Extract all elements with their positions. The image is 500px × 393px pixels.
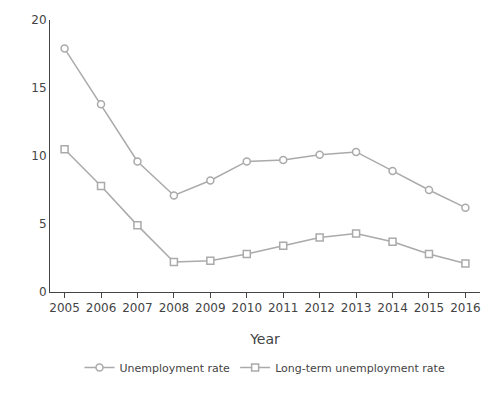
svg-text:Year: Year [249, 331, 280, 347]
svg-text:2007: 2007 [122, 301, 153, 315]
svg-text:2008: 2008 [159, 301, 190, 315]
svg-text:20: 20 [31, 13, 46, 27]
svg-text:2015: 2015 [414, 301, 445, 315]
svg-text:2010: 2010 [232, 301, 263, 315]
svg-text:2016: 2016 [450, 301, 481, 315]
svg-text:2006: 2006 [86, 301, 117, 315]
svg-text:2012: 2012 [304, 301, 335, 315]
svg-text:2014: 2014 [377, 301, 408, 315]
svg-text:2009: 2009 [195, 301, 226, 315]
svg-text:0: 0 [39, 285, 47, 299]
svg-text:2005: 2005 [49, 301, 80, 315]
svg-text:5: 5 [39, 217, 47, 231]
svg-text:2011: 2011 [268, 301, 299, 315]
svg-text:10: 10 [31, 149, 46, 163]
svg-text:2013: 2013 [341, 301, 372, 315]
svg-text:15: 15 [31, 81, 46, 95]
svg-text:Unemployment rate: Unemployment rate [120, 362, 231, 375]
svg-text:Long-term unemployment rate: Long-term unemployment rate [275, 362, 445, 375]
